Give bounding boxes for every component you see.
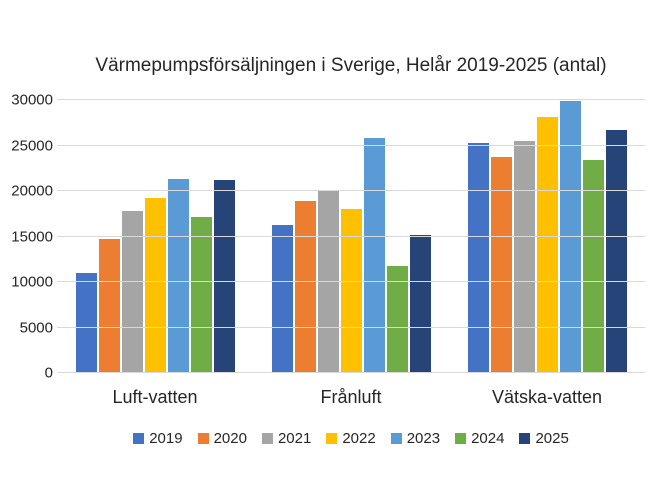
bar-fr-nluft-2019 [271, 224, 293, 373]
bar-fr-nluft-2020 [294, 201, 316, 373]
bar-groups [57, 100, 645, 373]
legend-swatch-icon [197, 433, 209, 444]
gridline [57, 281, 645, 282]
bar-luft-vatten-2022 [144, 198, 166, 373]
legend-item-2019: 2019 [133, 430, 183, 447]
legend-label: 2019 [149, 430, 183, 447]
y-axis-tick-label: 15000 [11, 228, 53, 245]
legend-item-2021: 2021 [261, 430, 312, 447]
legend-label: 2025 [535, 430, 569, 447]
legend-swatch-icon [390, 433, 402, 444]
legend-label: 2024 [471, 430, 505, 447]
gridline [57, 372, 645, 373]
gridline [57, 144, 645, 146]
bar-group-v-tska-vatten [449, 100, 645, 373]
bar-luft-vatten-2024 [190, 217, 212, 373]
gridline [57, 99, 645, 100]
y-axis-tick-label: 5000 [19, 319, 53, 336]
bar-v-tska-vatten-2019 [467, 142, 489, 373]
bar-v-tska-vatten-2020 [490, 157, 512, 373]
legend-label: 2021 [277, 430, 312, 447]
x-axis-label-luft-vatten: Luft-vatten [112, 387, 198, 407]
bar-group-fr-nluft [253, 100, 449, 373]
bar-v-tska-vatten-2024 [582, 160, 604, 373]
x-axis-label-fr-nluft: Frånluft [320, 387, 382, 407]
bar-v-tska-vatten-2022 [536, 117, 558, 373]
legend-item-2022: 2022 [326, 430, 376, 447]
bar-luft-vatten-2021 [121, 211, 143, 373]
legend-swatch-icon [326, 433, 338, 444]
bar-fr-nluft-2024 [386, 265, 408, 373]
legend-label: 2020 [213, 430, 247, 447]
plot-area [57, 99, 645, 373]
bar-fr-nluft-2023 [363, 138, 385, 373]
y-axis: 0 5000 10000 15000 20000 25000 30000 [0, 92, 57, 382]
gridline [57, 190, 645, 191]
bar-fr-nluft-2022 [340, 209, 362, 373]
legend-swatch-icon [519, 433, 531, 444]
legend-swatch-icon [133, 433, 145, 444]
bar-v-tska-vatten-2021 [513, 140, 535, 373]
bar-v-tska-vatten-2025 [605, 130, 627, 373]
y-axis-tick-label: 25000 [11, 137, 53, 154]
x-axis-label-v-tska-vatten: Vätska-vatten [491, 387, 603, 407]
legend-item-2025: 2025 [519, 430, 569, 447]
legend-item-2023: 2023 [390, 430, 441, 447]
gridline [57, 326, 645, 328]
bar-luft-vatten-2019 [75, 272, 97, 373]
legend-item-2024: 2024 [455, 430, 504, 447]
chart-body: 0 5000 10000 15000 20000 25000 30000 [0, 92, 645, 382]
x-axis: Luft-vatten Frånluft Vätska-vatten [57, 387, 645, 408]
y-axis-tick-label: 10000 [11, 273, 53, 291]
y-axis-tick-label: 0 [44, 364, 53, 382]
bar-v-tska-vatten-2023 [559, 100, 581, 373]
bar-fr-nluft-2025 [409, 234, 431, 373]
bar-luft-vatten-2023 [167, 179, 189, 373]
legend-swatch-icon [261, 433, 273, 444]
bar-group-luft-vatten [57, 100, 253, 373]
bar-luft-vatten-2020 [98, 239, 120, 373]
legend-label: 2023 [406, 430, 441, 447]
chart-title: Värmepumpsförsäljningen i Sverige, Helår… [95, 55, 607, 76]
gridline [57, 235, 645, 237]
legend-item-2020: 2020 [197, 430, 247, 447]
legend-label: 2022 [342, 430, 376, 447]
bar-luft-vatten-2025 [213, 180, 235, 373]
y-axis-tick-label: 30000 [11, 91, 53, 109]
legend: 2019 2020 2021 2022 2023 2024 2025 [57, 430, 645, 447]
legend-swatch-icon [455, 433, 467, 444]
y-axis-tick-label: 20000 [11, 182, 53, 200]
